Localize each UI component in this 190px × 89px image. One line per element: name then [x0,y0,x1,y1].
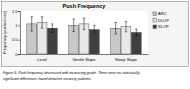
legend: ARC DLOPSLOP [153,11,169,29]
error-bar [51,24,53,33]
chart: Push Frequency 0 0.5 1 1.5 Frequency (pushes/… [0,0,190,89]
error-bar [72,19,74,32]
error-bar [114,22,116,33]
legend-swatch [153,25,157,29]
y-tick-label: 0 [15,52,18,57]
y-axis-line [18,12,21,55]
x-tick-label: Gentle Slope [72,57,96,62]
y-tick-mark [18,25,20,26]
legend-entry: SLOP [153,24,169,29]
marks [27,17,141,54]
error-bar [83,18,85,29]
y-tick: 0 [15,52,20,57]
frame [2,2,189,67]
error-bar [93,25,95,34]
legend-swatch [153,12,157,16]
legend-entry: DLOP [153,18,169,23]
legend-label: ARC [158,11,167,16]
legend-label: DLOP [158,18,169,23]
x-axis: Level Gentle Slope Steep Slope [21,54,149,62]
y-axis: 0 0.5 1 1.5 [12,9,21,57]
y-tick-label: 1.5 [12,9,18,14]
error-bar [41,17,43,28]
y-tick-mark [18,11,20,12]
series [27,17,121,54]
legend-swatch [153,19,157,23]
x-axis-line [21,54,149,55]
y-axis-title: Frequency (pushes/sec) [2,10,7,54]
x-tick: Level [37,54,47,62]
legend-label: SLOP [158,24,169,29]
y-tick: 1.5 [12,9,20,14]
x-tick-label: Steep Slope [115,57,138,62]
series [47,24,141,54]
error-bar [135,29,137,36]
title: Push Frequency [63,3,107,9]
series [37,17,131,54]
x-tick-label: Level [37,57,47,62]
y-tick-mark [18,40,20,41]
x-tick: Steep Slope [115,54,138,62]
legend-entry: ARC [153,11,167,16]
error-bar [125,22,127,32]
x-tick: Gentle Slope [72,54,96,62]
y-tick-label: 1 [15,23,18,28]
error-bar [31,17,33,31]
y-tick: 0.5 [12,37,20,42]
y-tick-mark [18,54,20,55]
caption: Figure 5. Push frequency decreased with … [3,71,140,75]
y-tick-label: 0.5 [12,37,18,42]
y-tick: 1 [15,23,20,28]
plot-area [20,11,148,54]
caption: significant differences found between re… [3,77,92,81]
